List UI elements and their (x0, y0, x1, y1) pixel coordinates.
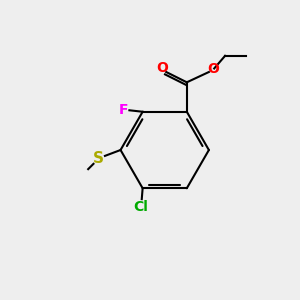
Text: O: O (157, 61, 169, 76)
Text: F: F (119, 103, 128, 117)
Text: Cl: Cl (134, 200, 148, 214)
Text: O: O (207, 62, 219, 76)
Text: S: S (93, 151, 104, 166)
